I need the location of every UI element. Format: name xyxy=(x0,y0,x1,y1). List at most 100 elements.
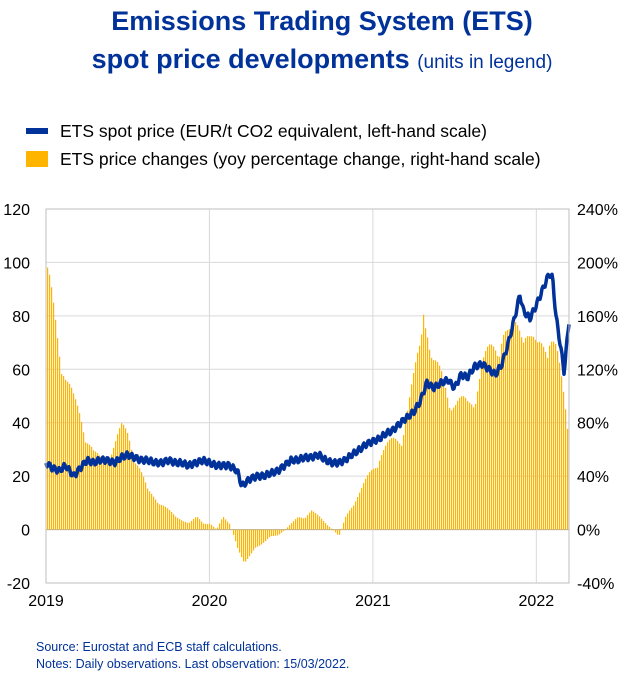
y-right-tick-label: 80% xyxy=(577,416,609,433)
price-change-bar xyxy=(81,421,83,530)
price-change-bar xyxy=(179,519,181,530)
price-change-bar xyxy=(307,515,309,530)
price-change-bar xyxy=(333,529,335,531)
price-change-bar xyxy=(521,337,523,530)
price-change-bar xyxy=(209,523,211,530)
price-change-bar xyxy=(541,343,543,530)
price-change-bar xyxy=(89,444,91,530)
y-left-tick-label: 100 xyxy=(3,255,30,272)
price-change-bar xyxy=(181,520,183,530)
price-change-bar xyxy=(289,525,291,530)
price-change-bar xyxy=(105,457,107,530)
price-change-bar xyxy=(483,357,485,530)
price-change-bar xyxy=(417,352,419,530)
price-change-bar xyxy=(83,432,85,530)
price-change-bar xyxy=(319,516,321,530)
price-change-bar xyxy=(427,337,429,530)
price-change-bar xyxy=(219,523,221,530)
price-change-bar xyxy=(433,360,435,530)
price-change-bar xyxy=(377,467,379,530)
price-change-bar xyxy=(281,529,283,533)
price-change-bar xyxy=(249,529,251,557)
price-change-bar xyxy=(389,439,391,530)
x-tick-label: 2021 xyxy=(355,593,391,610)
price-change-bar xyxy=(325,523,327,530)
price-change-bar xyxy=(539,341,541,530)
price-change-bar xyxy=(537,342,539,530)
price-change-bar xyxy=(489,344,491,530)
price-change-bar xyxy=(561,376,563,530)
price-change-bar xyxy=(297,517,299,530)
price-change-bar xyxy=(55,319,57,530)
price-change-bar xyxy=(479,379,481,530)
price-change-bar xyxy=(97,453,99,530)
price-change-bar xyxy=(525,338,527,530)
price-change-bar xyxy=(299,517,301,530)
legend-line-swatch xyxy=(26,128,48,134)
price-change-bar xyxy=(421,334,423,530)
price-change-bar xyxy=(443,378,445,530)
price-change-bar xyxy=(139,468,141,530)
chart-title-line1: Emissions Trading System (ETS) xyxy=(111,6,533,36)
line-series xyxy=(44,272,571,488)
y-left-tick-label: 120 xyxy=(3,202,30,219)
price-change-bar xyxy=(275,529,277,536)
y-right-tick-label: 120% xyxy=(577,362,618,379)
price-change-bar xyxy=(51,287,53,530)
price-change-bar xyxy=(323,520,325,530)
price-change-bar xyxy=(445,387,447,530)
price-change-bar xyxy=(57,338,59,530)
price-change-bar xyxy=(367,475,369,530)
price-change-bar xyxy=(95,451,97,530)
price-change-bar xyxy=(245,529,247,562)
price-change-bar xyxy=(293,521,295,530)
price-change-bar xyxy=(487,346,489,530)
price-change-bar xyxy=(153,496,155,530)
price-change-bar xyxy=(329,526,331,530)
price-change-bar xyxy=(353,505,355,530)
price-change-bar xyxy=(225,519,227,530)
price-change-bar xyxy=(475,403,477,530)
price-change-bar xyxy=(447,397,449,530)
y-right-tick-label: 160% xyxy=(577,309,618,326)
price-change-bar xyxy=(477,391,479,530)
price-change-bar xyxy=(335,529,337,533)
price-change-bar xyxy=(401,445,403,530)
price-change-bar xyxy=(457,400,459,530)
price-change-bar xyxy=(125,428,127,530)
price-change-bar xyxy=(129,440,131,530)
price-change-bar xyxy=(473,407,475,530)
price-change-bar xyxy=(531,336,533,530)
price-change-bar xyxy=(471,404,473,530)
price-change-bar xyxy=(439,365,441,530)
price-change-bar xyxy=(351,507,353,530)
price-change-bar xyxy=(491,344,493,530)
price-change-bar xyxy=(545,351,547,530)
price-change-bar xyxy=(455,405,457,530)
price-change-bar xyxy=(255,529,257,548)
price-change-bar xyxy=(535,339,537,530)
price-change-bar xyxy=(63,376,65,530)
price-change-bar xyxy=(267,529,269,540)
y-left-tick-label: -20 xyxy=(7,576,30,593)
y-right-tick-label: 0% xyxy=(577,523,600,540)
price-change-bar xyxy=(191,520,193,530)
price-change-bar xyxy=(217,527,219,530)
price-change-bar xyxy=(257,529,259,547)
y-left-tick-label: 40 xyxy=(12,416,30,433)
price-change-bar xyxy=(503,334,505,530)
bar-series xyxy=(47,267,569,562)
price-change-bar xyxy=(451,410,453,530)
y-right-tick-label: -40% xyxy=(577,576,614,593)
price-change-bar xyxy=(497,355,499,530)
price-change-bar xyxy=(287,527,289,530)
price-change-bar xyxy=(149,491,151,530)
price-change-bar xyxy=(171,512,173,530)
price-change-bar xyxy=(395,438,397,530)
price-change-bar xyxy=(193,518,195,530)
price-change-bar xyxy=(381,455,383,530)
y-left-tick-label: 20 xyxy=(12,469,30,486)
price-change-bar xyxy=(303,518,305,530)
price-change-bar xyxy=(519,330,521,530)
price-change-bar xyxy=(517,325,519,530)
